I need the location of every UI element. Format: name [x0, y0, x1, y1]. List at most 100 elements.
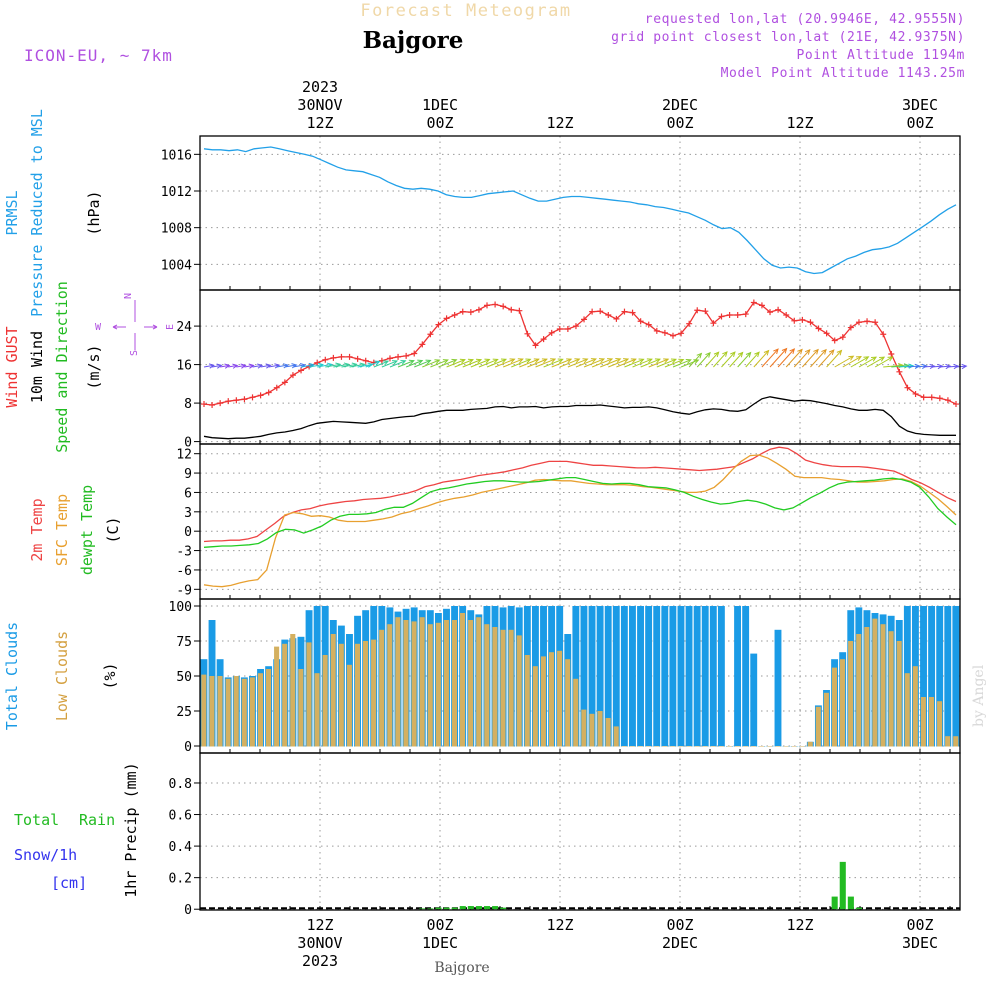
top-time-label: 12Z — [786, 114, 813, 132]
wind-arrow-head — [921, 363, 928, 370]
compass-n: N — [123, 293, 134, 299]
wind-arrow — [389, 360, 406, 368]
wind-arrow — [478, 358, 498, 368]
wind-arrow-head — [804, 348, 811, 355]
low-clouds-bar — [419, 617, 425, 747]
precip-label: Rain — [79, 811, 115, 829]
precip-unit-label: 1hr Precip (mm) — [122, 762, 140, 897]
wind-arrow — [284, 364, 297, 368]
wind-arrow-head — [459, 358, 466, 364]
wind-arrow-head — [855, 355, 862, 361]
wind-arrow — [745, 351, 760, 368]
low-clouds-bar — [880, 624, 886, 747]
wind-arrow-head — [713, 351, 720, 358]
y-tick-label: -9 — [176, 583, 192, 598]
low-clouds-bar — [670, 746, 676, 747]
wind-arrow — [381, 360, 398, 368]
low-clouds-bar — [597, 711, 603, 747]
gust-marker — [508, 306, 515, 313]
low-clouds-bar — [621, 746, 627, 747]
low-clouds-bar — [613, 726, 619, 747]
wind-arrow — [511, 358, 531, 368]
wind-arrow-head — [265, 363, 272, 369]
top-time-label: 1DEC — [422, 96, 458, 114]
wind-arrow-head — [737, 351, 744, 358]
top-time-label: 12Z — [546, 114, 573, 132]
low-clouds-bar — [823, 692, 829, 747]
wind-arrow — [543, 358, 563, 368]
bottom-time-label: 00Z — [906, 916, 933, 934]
wind-arrow-head — [638, 358, 645, 364]
panel-frame — [199, 752, 961, 911]
bottom-time-label: 12Z — [546, 916, 573, 934]
total-clouds-bar — [677, 606, 685, 747]
gust-marker — [896, 368, 903, 375]
low-clouds-bar — [702, 746, 708, 747]
gust-marker — [556, 325, 563, 332]
gust-marker — [912, 390, 919, 397]
model-label: ICON-EU, ~ 7km — [24, 46, 173, 65]
total-clouds-bar — [580, 606, 588, 747]
y-tick-label: -3 — [176, 545, 192, 560]
wind-arrow-head — [274, 363, 281, 369]
wind-arrow — [801, 349, 819, 368]
y-tick-label: 0 — [184, 525, 192, 540]
low-clouds-bar — [896, 641, 902, 747]
gust-marker — [201, 401, 207, 408]
gust-marker — [775, 306, 782, 313]
wind-arrow — [325, 363, 341, 368]
wind-arrow-head — [828, 349, 835, 356]
gust-marker — [944, 397, 951, 404]
panel-label: Total Clouds — [3, 622, 21, 730]
low-clouds-bar — [573, 678, 579, 747]
gust-marker — [645, 321, 652, 328]
gust-marker — [330, 354, 337, 361]
total-clouds-bar — [653, 606, 661, 747]
wind-arrow — [600, 358, 621, 368]
wind-arrow — [535, 358, 556, 368]
low-clouds-bar — [338, 643, 344, 747]
series-line-wind-gust — [203, 301, 957, 406]
low-clouds-bar — [694, 746, 700, 747]
low-clouds-bar — [904, 673, 910, 747]
precip-label: [cm] — [51, 874, 87, 892]
gust-marker — [815, 325, 822, 332]
wind-arrow — [810, 349, 827, 368]
low-clouds-bar — [387, 624, 393, 747]
y-tick-label: 0 — [184, 740, 192, 755]
rain-bar — [831, 896, 838, 910]
gust-marker — [281, 379, 288, 386]
wind-arrow — [907, 365, 920, 368]
gust-marker — [451, 312, 458, 319]
wind-arrow — [688, 353, 702, 368]
y-tick-label: 9 — [184, 467, 192, 482]
low-clouds-bar — [411, 621, 417, 747]
panel-labels: PRMSL Pressure Reduced to MSL (hPa) Wind GU… — [3, 109, 140, 898]
total-clouds-bar — [661, 606, 669, 747]
gust-marker — [710, 320, 717, 327]
wind-arrow — [640, 358, 661, 368]
wind-arrow — [244, 364, 254, 368]
wind-arrow-head — [722, 351, 728, 357]
wind-arrow — [931, 365, 943, 368]
bottom-time-label: 12Z — [306, 916, 333, 934]
low-clouds-bar — [233, 676, 239, 747]
y-tick-label: 0 — [184, 436, 192, 451]
low-clouds-bar — [548, 652, 555, 747]
gust-marker — [694, 307, 701, 314]
total-clouds-bar — [588, 606, 596, 747]
gust-marker — [459, 308, 466, 315]
low-clouds-bar — [403, 620, 409, 747]
wind-arrow — [858, 356, 877, 368]
wind-arrow — [624, 358, 644, 368]
series-line-dewpt-temp — [203, 476, 957, 548]
wind-arrow-head — [475, 358, 483, 364]
total-clouds-bar — [928, 606, 936, 747]
faded-title: Forecast Meteogram — [360, 1, 571, 21]
gust-marker — [475, 306, 482, 313]
wind-panel: 0 8 16 24 — [176, 289, 968, 451]
rain-bar — [435, 907, 442, 910]
low-clouds-bar — [500, 629, 506, 747]
gust-marker — [653, 327, 660, 334]
y-tick-label: 75 — [176, 635, 192, 650]
